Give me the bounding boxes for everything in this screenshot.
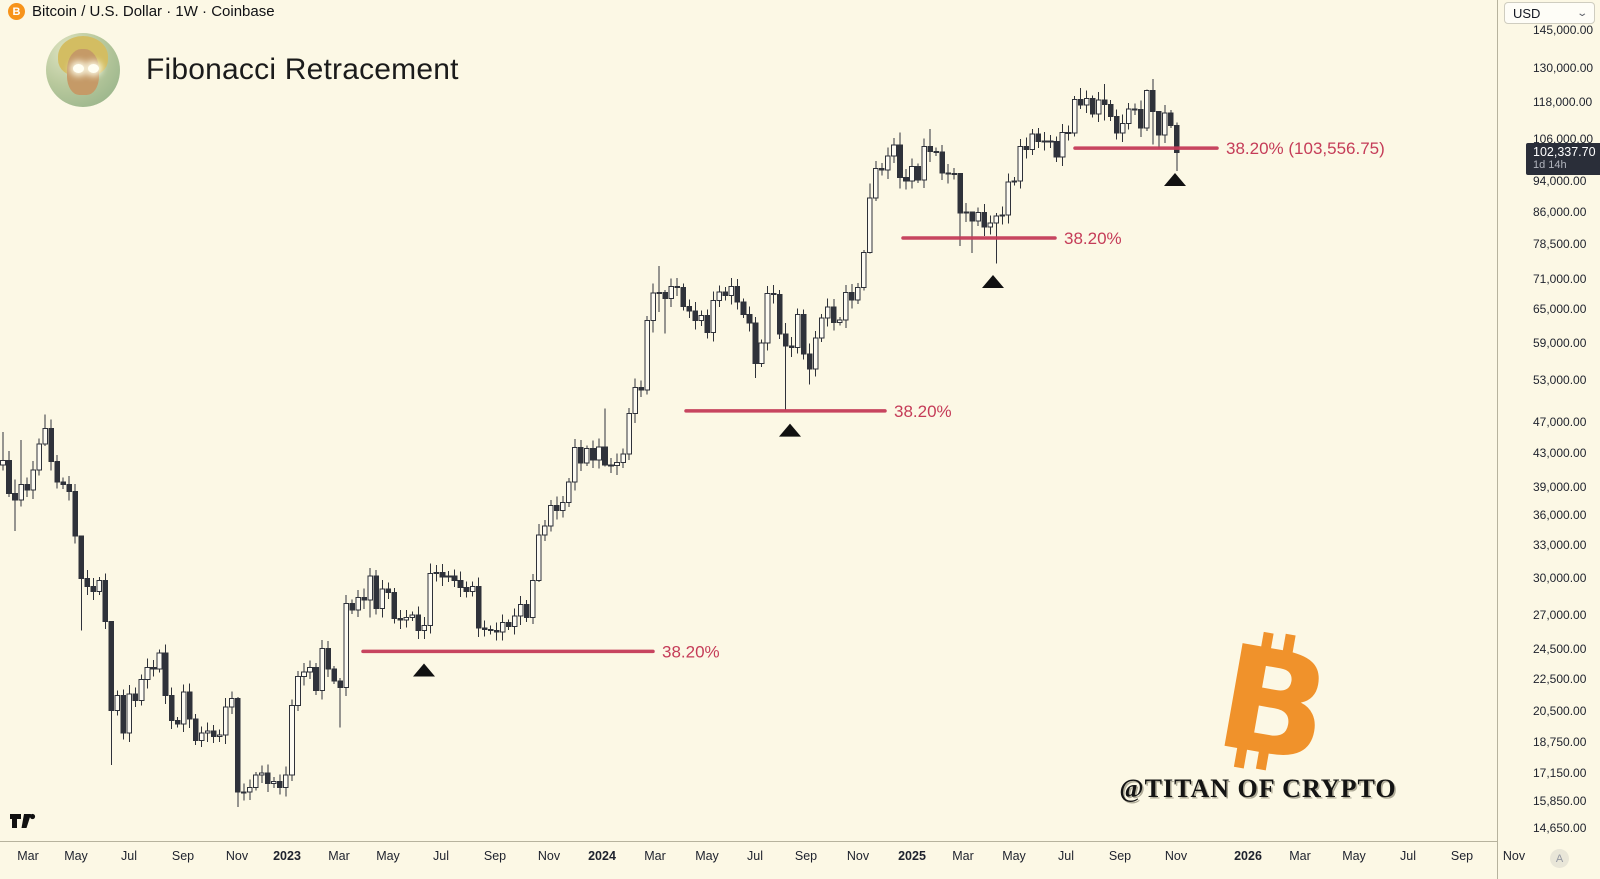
price-tick-label: 53,000.00 xyxy=(1533,373,1587,388)
time-tick-label: Mar xyxy=(644,849,666,863)
price-axis[interactable]: USD ⌄ 145,000.00 130,000.00 118,000.00 106,… xyxy=(1497,0,1600,879)
price-tick-label: 18,750.00 xyxy=(1533,735,1587,750)
fib-line-label: 38.20% xyxy=(894,402,952,421)
auto-scale-button[interactable]: A xyxy=(1550,849,1569,868)
time-tick-label: Nov xyxy=(537,849,561,863)
time-tick-label: Mar xyxy=(328,849,350,863)
price-tick-label: 71,000.00 xyxy=(1533,271,1587,286)
time-tick-label: Sep xyxy=(1108,849,1132,863)
title-block: Fibonacci Retracement xyxy=(46,33,459,107)
price-tick-label: 78,500.00 xyxy=(1533,236,1587,251)
time-tick-label: Sep xyxy=(171,849,195,863)
last-price-value: 102,337.70 xyxy=(1533,145,1596,160)
price-tick-label: 39,000.00 xyxy=(1533,480,1587,495)
time-tick-label: Jul xyxy=(747,849,763,863)
price-tick-label: 24,500.00 xyxy=(1533,641,1587,656)
fib-line-label: 38.20% xyxy=(1064,229,1122,248)
time-tick-label: 2026 xyxy=(1234,849,1262,863)
price-tick-label: 59,000.00 xyxy=(1533,336,1587,351)
symbol-legend[interactable]: B Bitcoin / U.S. Dollar · 1W · Coinbase xyxy=(8,3,275,20)
chevron-down-icon: ⌄ xyxy=(1575,7,1588,19)
price-tick-label: 130,000.00 xyxy=(1533,61,1594,75)
bar-countdown: 1d 14h xyxy=(1533,159,1567,172)
time-tick-label: Mar xyxy=(17,849,39,863)
triangle-up-marker[interactable] xyxy=(779,423,801,437)
fib-retracement-drawing[interactable]: 38.20% (103,556.75) 38.20% 38.20% 38.20% xyxy=(361,139,1385,661)
price-tick-label: 17,150.00 xyxy=(1533,766,1587,781)
candles xyxy=(0,79,1180,808)
candlestick-chart[interactable]: 38.20% (103,556.75) 38.20% 38.20% 38.20% xyxy=(0,0,1497,841)
time-tick-label: Nov xyxy=(1502,849,1526,863)
time-tick-label: Nov xyxy=(1164,849,1188,863)
price-tick-label: 22,500.00 xyxy=(1533,671,1587,686)
triangle-up-marker[interactable] xyxy=(982,275,1004,289)
price-tick-label: 86,000.00 xyxy=(1533,204,1587,219)
fib-line-label: 38.20% xyxy=(662,642,720,661)
currency-selector[interactable]: USD ⌄ xyxy=(1504,2,1595,24)
symbol-title[interactable]: Bitcoin / U.S. Dollar · 1W · Coinbase xyxy=(32,3,275,20)
time-tick-label: Mar xyxy=(1289,849,1311,863)
triangle-up-marker[interactable] xyxy=(1164,173,1186,187)
avatar xyxy=(46,33,120,107)
glowing-eye-icon xyxy=(72,64,84,74)
price-tick-label: 36,000.00 xyxy=(1533,508,1587,522)
triangle-up-marker[interactable] xyxy=(413,663,435,677)
price-tick-label: 145,000.00 xyxy=(1533,23,1594,37)
fib-line-label: 38.20% (103,556.75) xyxy=(1226,139,1385,158)
price-tick-label: 106,000.00 xyxy=(1533,132,1594,147)
price-tick-label: 27,000.00 xyxy=(1533,608,1587,623)
time-tick-label: May xyxy=(376,849,400,863)
time-tick-label: Jul xyxy=(433,849,449,863)
time-tick-label: Jul xyxy=(121,849,137,863)
last-price-badge: 102,337.70 1d 14h xyxy=(1526,143,1600,176)
time-tick-label: 2023 xyxy=(273,849,301,863)
time-tick-label: Sep xyxy=(483,849,507,863)
page-title: Fibonacci Retracement xyxy=(146,53,459,86)
time-tick-label: Jul xyxy=(1058,849,1074,863)
time-tick-label: Sep xyxy=(1450,849,1474,863)
price-tick-label: 33,000.00 xyxy=(1533,538,1587,553)
chart-pane[interactable]: 38.20% (103,556.75) 38.20% 38.20% 38.20% B … xyxy=(0,0,1497,841)
glowing-eye-icon xyxy=(88,64,100,74)
time-tick-label: May xyxy=(1002,849,1026,863)
time-tick-label: May xyxy=(1342,849,1366,863)
price-tick-label: 65,000.00 xyxy=(1533,302,1587,317)
time-tick-label: Jul xyxy=(1400,849,1416,863)
bitcoin-icon: B xyxy=(8,3,25,20)
time-tick-label: 2025 xyxy=(898,849,926,863)
price-tick-label: 94,000.00 xyxy=(1533,173,1587,188)
time-tick-label: Mar xyxy=(952,849,974,863)
time-axis[interactable]: Mar May Jul Sep Nov 2023 Mar May Jul Sep Nov 2024 Ma… xyxy=(0,841,1525,879)
price-tick-label: 47,000.00 xyxy=(1533,415,1587,430)
time-tick-label: Sep xyxy=(794,849,818,863)
time-tick-label: 2024 xyxy=(588,849,616,863)
price-tick-label: 118,000.00 xyxy=(1533,94,1593,109)
currency-label: USD xyxy=(1513,5,1541,21)
price-tick-label: 14,650.00 xyxy=(1533,821,1587,835)
price-tick-label: 20,500.00 xyxy=(1533,704,1587,719)
price-tick-label: 43,000.00 xyxy=(1533,446,1587,461)
time-tick-label: Nov xyxy=(225,849,249,863)
time-tick-label: May xyxy=(64,849,88,863)
price-tick-label: 15,850.00 xyxy=(1533,793,1587,808)
price-tick-label: 30,000.00 xyxy=(1533,571,1587,586)
time-tick-label: Nov xyxy=(846,849,870,863)
tradingview-logo-icon[interactable] xyxy=(10,811,37,832)
time-tick-label: May xyxy=(695,849,719,863)
